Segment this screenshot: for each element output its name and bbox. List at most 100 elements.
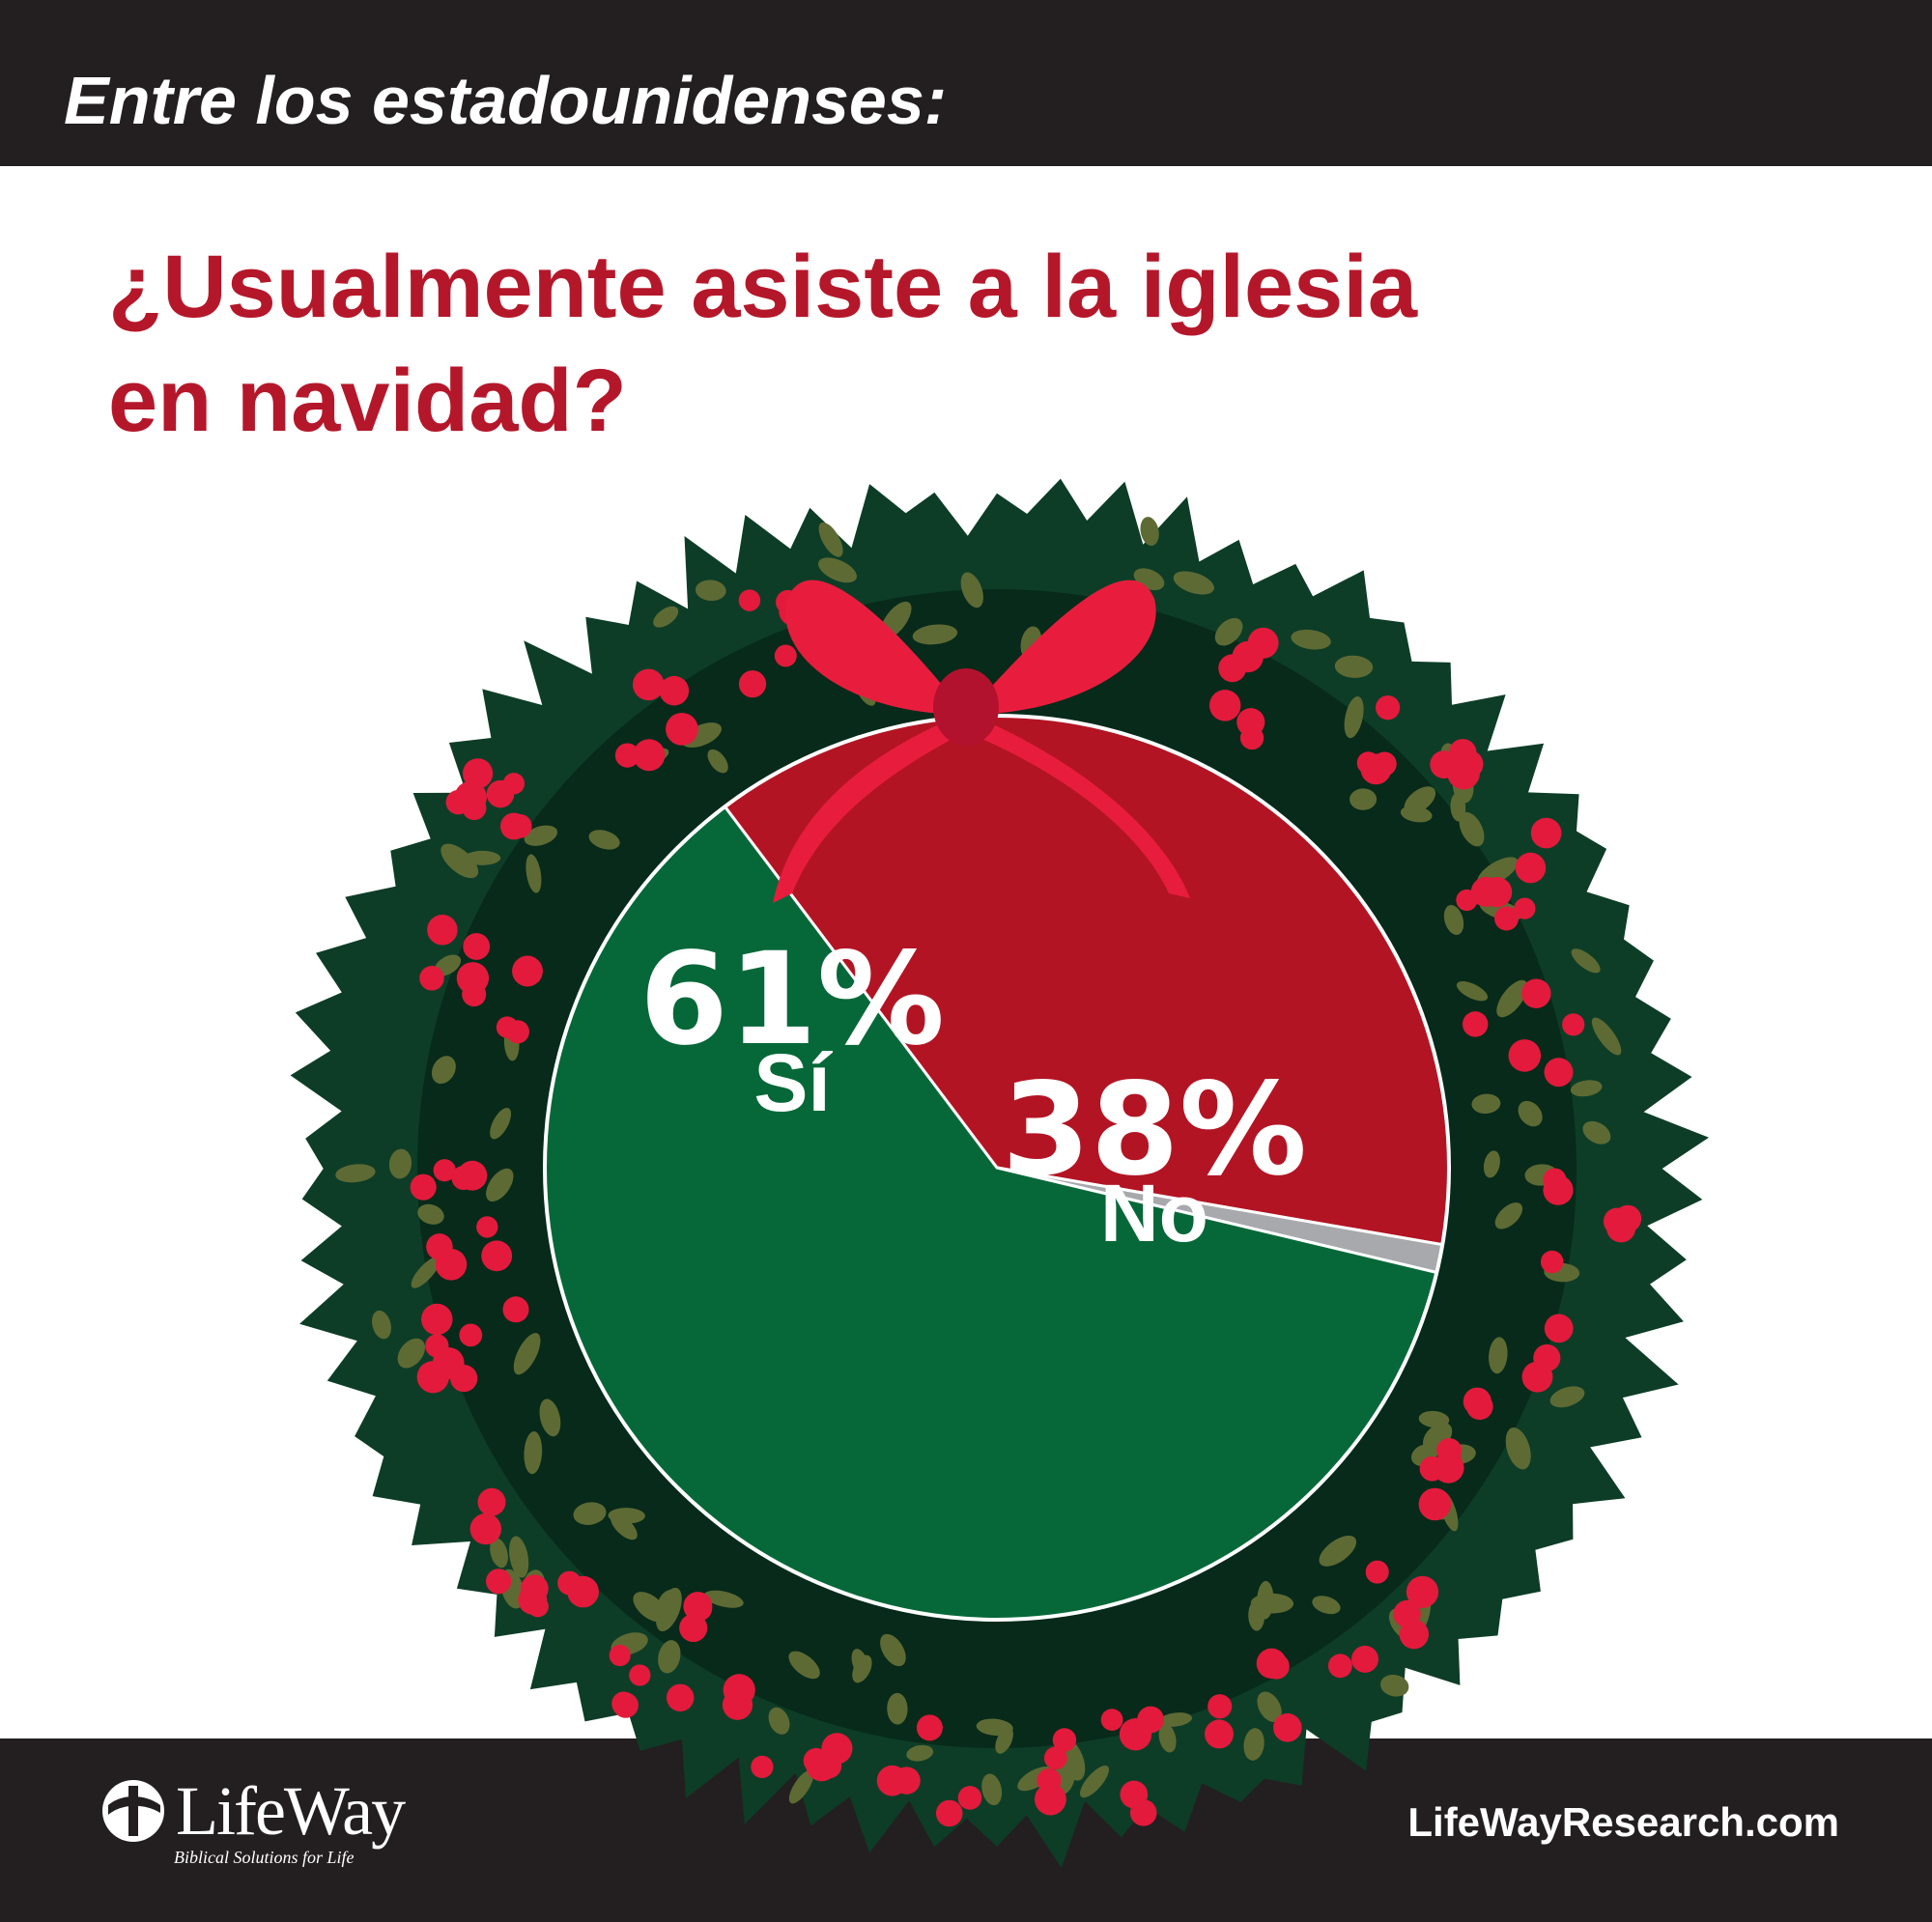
wreath-berry [427,915,458,946]
wreath-berry [507,813,532,838]
wreath-berry [916,1714,943,1741]
wreath-leaf [1571,948,1601,974]
slice-category-label: Sí [753,1037,833,1128]
logo-tagline: Biblical Solutions for Life [174,1848,355,1867]
wreath-berry [935,1799,963,1827]
wreath-berry [1465,1393,1493,1421]
wreath-berry [1494,906,1519,931]
wreath-berry [1530,817,1562,849]
wreath-berry [419,966,444,991]
wreath-leaf [1380,1674,1409,1697]
wreath-leaf [490,1538,508,1569]
wreath-leaf [611,1513,638,1540]
wreath-leaf [524,1430,543,1475]
bow-ribbon-left [773,717,961,903]
wreath-leaf [1483,1150,1500,1178]
wreath-berry [1239,725,1264,750]
wreath-berry [1327,1653,1352,1679]
wreath-leaf [508,1536,529,1578]
wreath-berry [666,1683,695,1712]
wreath-leaf [1459,811,1485,847]
wreath-leaf [1312,1596,1341,1615]
wreath-berry [463,933,491,960]
wreath-leaf [912,624,958,645]
wreath-leaf [1400,806,1433,823]
wreath-berry [1521,978,1551,1008]
wreath-berry [1470,876,1501,907]
wreath-leaf [1591,1017,1622,1056]
wreath-leaf [707,749,728,774]
wreath-leaf [818,557,857,583]
wreath-berry [502,773,526,795]
wreath-berry [505,1020,529,1044]
wreath-berry [416,1361,449,1394]
wreath-berry [456,962,490,995]
wreath-leaf [1505,1427,1531,1470]
bow-loop-right [966,579,1156,715]
wreath-leaf [411,1257,440,1288]
wreath-berry [426,1233,453,1260]
slice-category-label: No [1100,1168,1208,1258]
wreath-leaf [486,1168,514,1202]
bow-knot [933,668,999,746]
top-banner: Entre los estadounidenses: [0,0,1932,166]
wreath-berry [1447,756,1480,790]
wreath-leaf [372,1310,391,1340]
lifeway-logo: LifeWay Biblical Solutions for Life [99,1772,408,1879]
wreath-leaf [1570,1080,1603,1097]
wreath-berry [1418,1487,1452,1521]
wreath-berry [632,668,665,701]
wreath-leaf [1344,696,1364,739]
wreath-berry [1515,852,1547,884]
wreath-berry [1456,889,1478,912]
wreath-leaf [880,1633,906,1667]
wreath-leaf [1489,1337,1508,1374]
wreath-leaf [818,522,843,557]
slice-value-label: 61% [639,925,945,1074]
wreath-berry [469,1512,501,1545]
wreath-berry [1514,897,1536,919]
wreath-berry [738,670,767,698]
wreath-berry [659,675,690,706]
wreath-leaf [887,1692,908,1725]
wreath-leaf [1518,1100,1543,1127]
wreath-leaf [539,1399,561,1437]
bow-loop-left [785,579,966,715]
wreath-leaf [906,1744,934,1762]
wreath-berry [1543,1174,1574,1205]
chart-title-line1: ¿Usualmente asiste a la iglesia [108,238,1418,336]
wreath-leaf [1250,1593,1294,1614]
wreath-leaf [788,1651,820,1680]
wreath-berry [612,1692,639,1718]
wreath-berry [1034,1783,1066,1816]
wreath-leaf [431,1056,456,1085]
wreath-berry [450,1364,478,1393]
wreath-leaf [1456,981,1489,1002]
wreath-berry [518,1585,548,1615]
wreath-leaf [1443,905,1464,935]
wreath-berry [633,739,666,772]
wreath-berry [1208,690,1241,721]
wreath-berry [502,1296,529,1323]
wreath-berry [629,1664,651,1686]
wreath-leaf [1319,1535,1357,1567]
wreath-leaf [788,1769,814,1804]
wreath-berry [512,955,543,987]
wreath-berry [454,780,487,814]
wreath-leaf [588,830,620,850]
wreath-berry [1375,695,1401,721]
website-link[interactable]: LifeWayResearch.com [1407,1799,1839,1845]
wreath-berry [410,1173,437,1201]
wreath-berry [1273,1713,1302,1742]
wreath-berry [614,743,640,768]
wreath-berry [1052,1728,1077,1752]
wreath-berry [738,589,761,611]
wreath-leaf [852,1654,872,1683]
pie-labels: 61%Sí 38%No [639,925,1307,1258]
wreath-berry [1399,1619,1430,1650]
wreath-leaf [440,843,479,879]
slice-value-label: 38% [1002,1056,1307,1204]
wreath-berry [609,1644,631,1667]
wreath-leaf [995,1727,1013,1754]
wreath-berry [481,1240,513,1272]
